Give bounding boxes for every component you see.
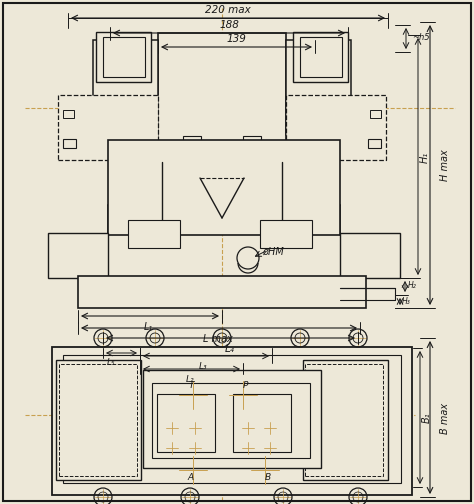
Text: H max: H max [440, 149, 450, 181]
Bar [370, 110, 381, 118]
Bar [368, 139, 381, 148]
Text: L₃: L₃ [199, 362, 207, 371]
Bar [59, 364, 137, 476]
Bar [96, 32, 151, 82]
Bar [293, 32, 348, 82]
Text: B: B [265, 473, 271, 482]
Text: H₁: H₁ [420, 151, 430, 163]
Text: L₂: L₂ [186, 375, 194, 384]
Bar [303, 360, 388, 480]
Bar [48, 233, 108, 278]
Bar [58, 95, 158, 160]
Bar [243, 136, 261, 148]
Bar [183, 136, 201, 148]
Text: L max: L max [203, 334, 233, 344]
Bar [93, 40, 158, 135]
Bar [56, 360, 141, 480]
Bar [286, 95, 386, 160]
Bar [152, 383, 310, 458]
Bar [78, 276, 366, 308]
Bar [108, 140, 340, 235]
Bar [63, 110, 74, 118]
Text: 139: 139 [226, 34, 246, 44]
Text: T: T [188, 381, 194, 390]
Bar [63, 355, 401, 483]
Bar [340, 233, 400, 278]
Text: øHM: øHM [262, 247, 284, 257]
Bar [158, 33, 286, 148]
Bar [63, 139, 76, 148]
Bar [143, 370, 321, 468]
Bar [128, 220, 180, 248]
Text: H₃: H₃ [402, 296, 411, 305]
Text: B max: B max [440, 402, 450, 433]
Text: 220 max: 220 max [205, 5, 251, 15]
Bar [103, 37, 145, 77]
Bar [300, 37, 342, 77]
Bar [157, 394, 215, 452]
Bar [286, 40, 351, 135]
Text: ~h5: ~h5 [412, 33, 429, 42]
Text: A: A [188, 473, 194, 482]
Text: L₁: L₁ [143, 322, 153, 332]
Text: L₅: L₅ [107, 358, 116, 367]
Text: P: P [242, 381, 248, 390]
Bar [305, 364, 383, 476]
Text: H₂: H₂ [408, 282, 417, 290]
Text: 188: 188 [219, 20, 239, 30]
Bar [233, 394, 291, 452]
Text: L₄: L₄ [225, 344, 235, 354]
Bar [52, 347, 412, 495]
Text: B₁: B₁ [422, 413, 432, 423]
Bar [260, 220, 312, 248]
